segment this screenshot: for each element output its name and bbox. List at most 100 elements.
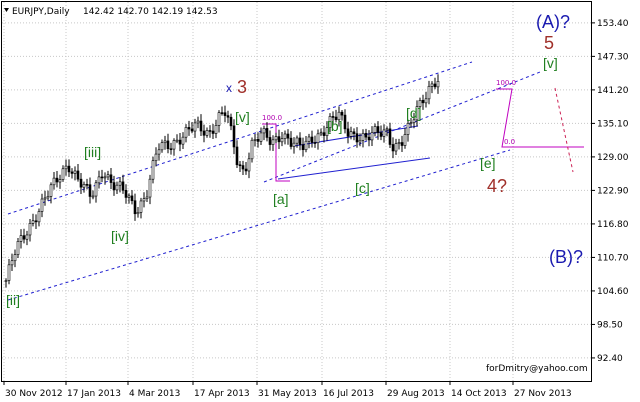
candle-body bbox=[115, 184, 119, 191]
candle-body bbox=[13, 254, 17, 262]
candle-body bbox=[340, 111, 344, 116]
candle-body bbox=[289, 137, 293, 147]
candle-body bbox=[205, 130, 209, 136]
grid bbox=[2, 2, 591, 381]
candle-body bbox=[19, 235, 23, 242]
candle-body bbox=[325, 127, 329, 136]
x-tick-label: 31 May 2013 bbox=[258, 389, 317, 399]
candle-body bbox=[109, 174, 113, 183]
candle-body bbox=[253, 139, 257, 141]
candle-body bbox=[133, 200, 137, 215]
wave-label-x: x bbox=[226, 81, 232, 95]
candle-body bbox=[139, 200, 143, 213]
candle-body bbox=[208, 130, 212, 132]
collapse-triangle-icon[interactable] bbox=[4, 8, 9, 12]
wave-label-5: 5 bbox=[544, 33, 554, 53]
wave-label-A: (A)? bbox=[536, 12, 570, 32]
candle-body bbox=[334, 116, 338, 121]
fib-bracket-a[interactable] bbox=[262, 123, 290, 182]
candle-body bbox=[148, 178, 152, 198]
candle-body bbox=[436, 81, 440, 88]
candle-body bbox=[190, 128, 194, 132]
candle-body bbox=[184, 127, 188, 138]
fibonacci-markers: 100.0 100.0 0.0 bbox=[262, 79, 584, 182]
candle-body bbox=[76, 170, 80, 180]
candle-body bbox=[85, 184, 89, 186]
candle-body bbox=[322, 132, 326, 136]
candle-body bbox=[100, 176, 104, 179]
candle-body bbox=[259, 132, 263, 142]
candle-body bbox=[91, 195, 95, 198]
wave-label-iv: [iv] bbox=[111, 228, 129, 244]
candle-body bbox=[364, 133, 368, 138]
candle-body bbox=[232, 125, 236, 148]
candle-body bbox=[226, 115, 230, 118]
candle-body bbox=[280, 138, 284, 143]
candle-body bbox=[358, 139, 362, 143]
candle-body bbox=[349, 131, 353, 137]
time-axis[interactable]: 30 Nov 2012 17 Jan 2013 4 Mar 2013 17 Apr 2… bbox=[3, 381, 572, 399]
projection-line[interactable] bbox=[554, 87, 574, 173]
candle-body bbox=[385, 128, 389, 131]
symbol-title: EURJPY,Daily bbox=[12, 7, 70, 17]
candle-body bbox=[352, 131, 356, 134]
fib-bracket-b[interactable] bbox=[496, 88, 584, 148]
candle-body bbox=[187, 127, 191, 130]
candle-body bbox=[337, 111, 341, 121]
candle-body bbox=[142, 198, 146, 202]
candle-body bbox=[118, 181, 122, 186]
candle-body bbox=[121, 181, 125, 191]
candle-body bbox=[370, 132, 374, 141]
candle-body bbox=[229, 116, 233, 127]
candle-body bbox=[427, 85, 431, 100]
x-tick-label: 4 Mar 2013 bbox=[129, 389, 180, 399]
candle-body bbox=[316, 133, 320, 144]
candle-body bbox=[355, 133, 359, 143]
candle-body bbox=[433, 83, 437, 88]
candle-body bbox=[130, 195, 134, 202]
candle-body bbox=[310, 136, 314, 143]
wave-label-iii: [iii] bbox=[84, 144, 101, 160]
candle-body bbox=[262, 128, 266, 134]
candle-body bbox=[193, 122, 197, 132]
candle-body bbox=[58, 179, 62, 183]
candle-body bbox=[250, 139, 254, 160]
candle-body bbox=[238, 164, 242, 167]
candle-body bbox=[166, 140, 170, 150]
candle-body bbox=[25, 234, 29, 240]
candle-body bbox=[388, 128, 392, 145]
fib-label-zero: 0.0 bbox=[504, 138, 515, 146]
candle-body bbox=[256, 139, 260, 142]
candle-body bbox=[277, 136, 281, 143]
candle-body bbox=[49, 184, 53, 197]
candle-body bbox=[391, 144, 395, 152]
y-tick-label: 147.30 bbox=[597, 52, 629, 62]
author-watermark: forDmitry@yahoo.com bbox=[486, 364, 588, 374]
y-tick-label: 110.70 bbox=[597, 253, 629, 263]
candle-body bbox=[40, 198, 44, 212]
candle-body bbox=[379, 132, 383, 137]
y-tick-label: 92.40 bbox=[597, 354, 623, 364]
candle-body bbox=[64, 165, 68, 170]
candle-body bbox=[70, 171, 74, 174]
candle-body bbox=[172, 140, 176, 150]
candle-body bbox=[394, 143, 398, 152]
candle-body bbox=[52, 177, 56, 186]
wave-label-3: 3 bbox=[237, 77, 247, 97]
channel-middle-line[interactable] bbox=[263, 71, 541, 183]
candle-body bbox=[112, 182, 116, 191]
fib-label-b: 100.0 bbox=[496, 79, 516, 87]
x-tick-label: 17 Apr 2013 bbox=[194, 389, 250, 399]
candle-body bbox=[103, 176, 107, 179]
triangle-lower-line[interactable] bbox=[277, 157, 431, 180]
candle-body bbox=[286, 133, 290, 139]
candle-body bbox=[373, 126, 377, 133]
candle-body bbox=[154, 153, 158, 162]
price-axis[interactable]: 153.40 147.30 141.20 135.10 129.00 122.90 116.… bbox=[591, 19, 629, 364]
candle-body bbox=[304, 140, 308, 151]
candle-body bbox=[127, 195, 131, 198]
candle-body bbox=[16, 241, 20, 255]
candle-body bbox=[34, 220, 38, 223]
